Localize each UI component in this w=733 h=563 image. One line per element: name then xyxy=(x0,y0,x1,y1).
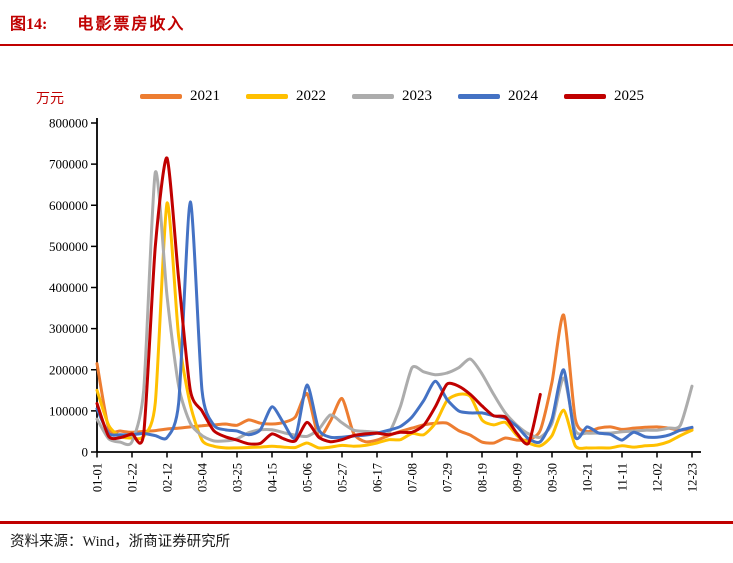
x-axis-tick-label: 03-04 xyxy=(196,462,210,492)
legend-item-2024: 2024 xyxy=(458,88,538,105)
y-axis-tick-label: 400000 xyxy=(49,280,88,295)
x-axis-tick-label: 01-22 xyxy=(126,463,140,492)
y-axis-tick-label: 800000 xyxy=(49,116,88,131)
x-axis-tick-label: 11-11 xyxy=(616,463,630,491)
legend-item-2022: 2022 xyxy=(246,88,326,105)
x-axis-tick-label: 05-27 xyxy=(336,463,350,492)
legend-swatch-2022 xyxy=(246,94,288,99)
y-axis-tick-label: 600000 xyxy=(49,198,88,213)
header-divider xyxy=(0,44,733,46)
y-axis-tick-label: 200000 xyxy=(49,362,88,377)
legend-label: 2022 xyxy=(296,88,326,104)
y-axis-tick-label: 0 xyxy=(82,445,89,460)
x-axis-tick-label: 07-08 xyxy=(406,463,420,492)
series-lines xyxy=(95,156,694,450)
figure-number: 图14: xyxy=(10,16,48,33)
x-axis-tick-label: 08-19 xyxy=(476,463,490,492)
x-axis-tick-label: 03-25 xyxy=(231,463,245,492)
legend-swatch-2024 xyxy=(458,94,500,99)
y-axis-tick-label: 700000 xyxy=(49,157,88,172)
x-axis-tick-label: 01-01 xyxy=(91,463,105,492)
series-line-2022 xyxy=(95,201,694,450)
x-axis-tick-label: 06-17 xyxy=(371,463,385,492)
legend-label: 2023 xyxy=(402,88,432,104)
x-axis-tick-label: 02-12 xyxy=(161,463,175,492)
x-axis-tick-label: 10-21 xyxy=(581,463,595,492)
x-axis-tick-label: 12-02 xyxy=(651,463,665,492)
y-axis-unit-label: 万元 xyxy=(36,92,64,107)
legend-swatch-2025 xyxy=(564,94,606,99)
x-axis-tick-label: 07-29 xyxy=(441,463,455,492)
x-axis-tick-label: 09-30 xyxy=(546,463,560,492)
legend-item-2023: 2023 xyxy=(352,88,432,105)
source-attribution: 资料来源：Wind，浙商证券研究所 xyxy=(10,534,231,550)
legend-item-2021: 2021 xyxy=(140,88,220,105)
axes xyxy=(96,118,701,453)
x-axis-tick-label: 04-15 xyxy=(266,463,280,492)
chart-header: 图14: 电影票房收入 xyxy=(10,10,723,34)
y-axis: 0 100000 200000 300000 400000 500000 600000 700… xyxy=(49,116,97,460)
legend-label: 2025 xyxy=(614,88,644,104)
legend-item-2025: 2025 xyxy=(564,88,644,105)
y-axis-tick-label: 100000 xyxy=(49,403,88,418)
footer-divider xyxy=(0,521,733,524)
x-axis-tick-label: 09-09 xyxy=(511,463,525,492)
x-axis-tick-label: 05-06 xyxy=(301,463,315,492)
y-axis-tick-label: 300000 xyxy=(49,321,88,336)
series-line-2024 xyxy=(95,200,694,444)
chart-legend: 2021 2022 2023 2024 2025 xyxy=(140,88,644,105)
legend-swatch-2021 xyxy=(140,94,182,99)
series-line-2023 xyxy=(95,170,694,447)
x-axis: 01-01 01-22 02-12 03-04 03-25 04-15 05-06 05-27… xyxy=(91,452,700,492)
legend-label: 2024 xyxy=(508,88,538,104)
x-axis-tick-label: 12-23 xyxy=(686,463,700,492)
legend-swatch-2023 xyxy=(352,94,394,99)
series-line-2025 xyxy=(95,156,542,446)
legend-label: 2021 xyxy=(190,88,220,104)
y-axis-tick-label: 500000 xyxy=(49,239,88,254)
page-title: 电影票房收入 xyxy=(77,16,186,33)
